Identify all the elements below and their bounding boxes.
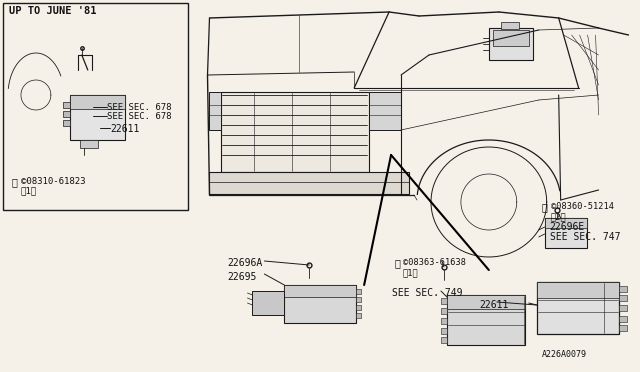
Bar xyxy=(447,295,525,309)
Bar xyxy=(618,325,627,331)
Bar xyxy=(356,297,361,302)
Text: Ⓢ: Ⓢ xyxy=(394,258,400,268)
Bar xyxy=(441,298,447,304)
Bar xyxy=(284,285,356,297)
Bar xyxy=(545,218,587,228)
Bar xyxy=(537,282,618,298)
Bar xyxy=(63,120,70,126)
Bar xyxy=(441,337,447,343)
Bar xyxy=(618,316,627,322)
Bar xyxy=(209,172,409,194)
Bar xyxy=(447,295,525,345)
Bar xyxy=(369,92,401,130)
Text: 22696E: 22696E xyxy=(550,222,585,232)
Bar xyxy=(537,282,618,334)
Bar xyxy=(356,289,361,294)
Bar xyxy=(489,28,532,60)
Bar xyxy=(209,92,221,130)
Text: Ⓢ: Ⓢ xyxy=(12,177,18,187)
Text: SEE SEC. 749: SEE SEC. 749 xyxy=(392,288,463,298)
Bar xyxy=(545,218,587,248)
Bar xyxy=(441,308,447,314)
Bar xyxy=(3,3,188,210)
Text: UP TO JUNE '81: UP TO JUNE '81 xyxy=(9,6,97,16)
Bar xyxy=(501,22,519,29)
Text: 22696A: 22696A xyxy=(227,258,262,268)
Text: Ⓢ: Ⓢ xyxy=(541,202,548,212)
Bar xyxy=(441,318,447,324)
Text: 22611: 22611 xyxy=(479,300,508,310)
Bar xyxy=(63,111,70,117)
Text: ©08363-61638: ©08363-61638 xyxy=(403,258,466,267)
Text: A226A0079: A226A0079 xyxy=(541,350,587,359)
Text: （2）: （2） xyxy=(550,212,566,221)
Bar xyxy=(221,92,369,172)
Bar xyxy=(70,95,125,109)
Bar xyxy=(493,30,529,46)
Text: （1）: （1） xyxy=(403,268,419,277)
Bar xyxy=(618,286,627,292)
Bar xyxy=(70,95,125,140)
Text: SEE SEC. 747: SEE SEC. 747 xyxy=(550,232,620,242)
Bar xyxy=(356,313,361,318)
Text: SEE SEC. 678: SEE SEC. 678 xyxy=(107,103,172,112)
Bar xyxy=(356,305,361,310)
Bar xyxy=(63,102,70,108)
Text: ©08310-61823: ©08310-61823 xyxy=(21,177,86,186)
Text: 22695: 22695 xyxy=(227,272,257,282)
Bar xyxy=(284,285,356,323)
Bar xyxy=(441,328,447,334)
Text: ©08360-51214: ©08360-51214 xyxy=(550,202,614,211)
Bar xyxy=(618,305,627,311)
Bar xyxy=(252,291,284,315)
Bar xyxy=(618,295,627,301)
Text: （1）: （1） xyxy=(21,186,37,195)
Bar xyxy=(80,140,98,148)
Text: SEE SEC. 678: SEE SEC. 678 xyxy=(107,112,172,121)
Text: 22611: 22611 xyxy=(111,124,140,134)
